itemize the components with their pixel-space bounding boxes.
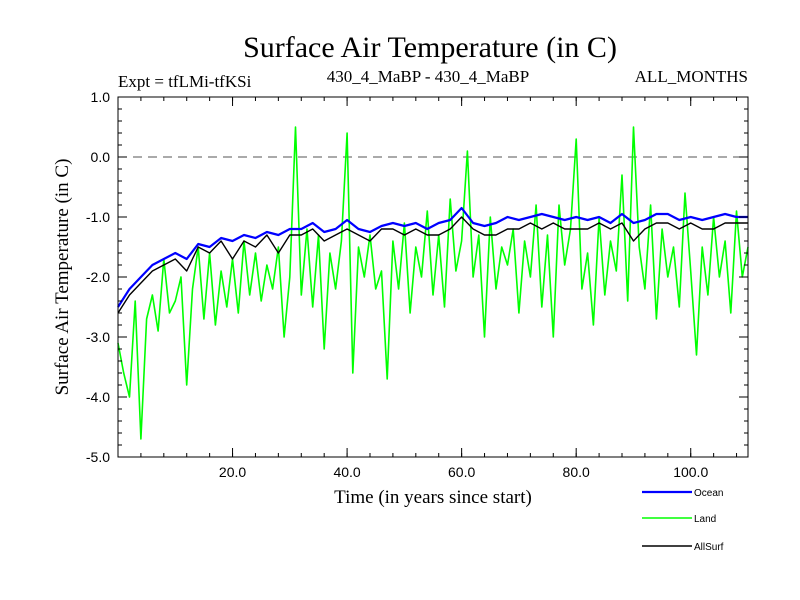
x-tick-label: 100.0 [673,464,708,480]
y-tick-label: -4.0 [86,389,110,405]
y-tick-label: -5.0 [86,449,110,465]
subtitle-experiment: Expt = tfLMi-tfKSi [118,72,252,91]
y-tick-label: -1.0 [86,209,110,225]
y-axis-label: Surface Air Temperature (in C) [52,159,73,396]
x-tick-label: 80.0 [563,464,590,480]
chart-title: Surface Air Temperature (in C) [243,31,617,64]
legend-label-land: Land [694,514,716,525]
series-line-land [117,126,749,440]
y-tick-label: -2.0 [86,269,110,285]
series-line-ocean [117,206,748,308]
y-tick-label: 1.0 [91,89,111,105]
subtitle-months: ALL_MONTHS [635,67,748,86]
subtitle-period: 430_4_MaBP - 430_4_MaBP [327,67,529,86]
x-tick-label: 40.0 [333,464,360,480]
x-axis-label: Time (in years since start) [334,487,532,508]
legend-label-allsurf: AllSurf [694,542,724,553]
legend-label-ocean: Ocean [694,488,723,499]
series-line-allsurf [117,216,748,314]
y-tick-label: 0.0 [91,149,111,165]
x-tick-label: 20.0 [219,464,246,480]
y-tick-label: -3.0 [86,329,110,345]
x-tick-label: 60.0 [448,464,475,480]
